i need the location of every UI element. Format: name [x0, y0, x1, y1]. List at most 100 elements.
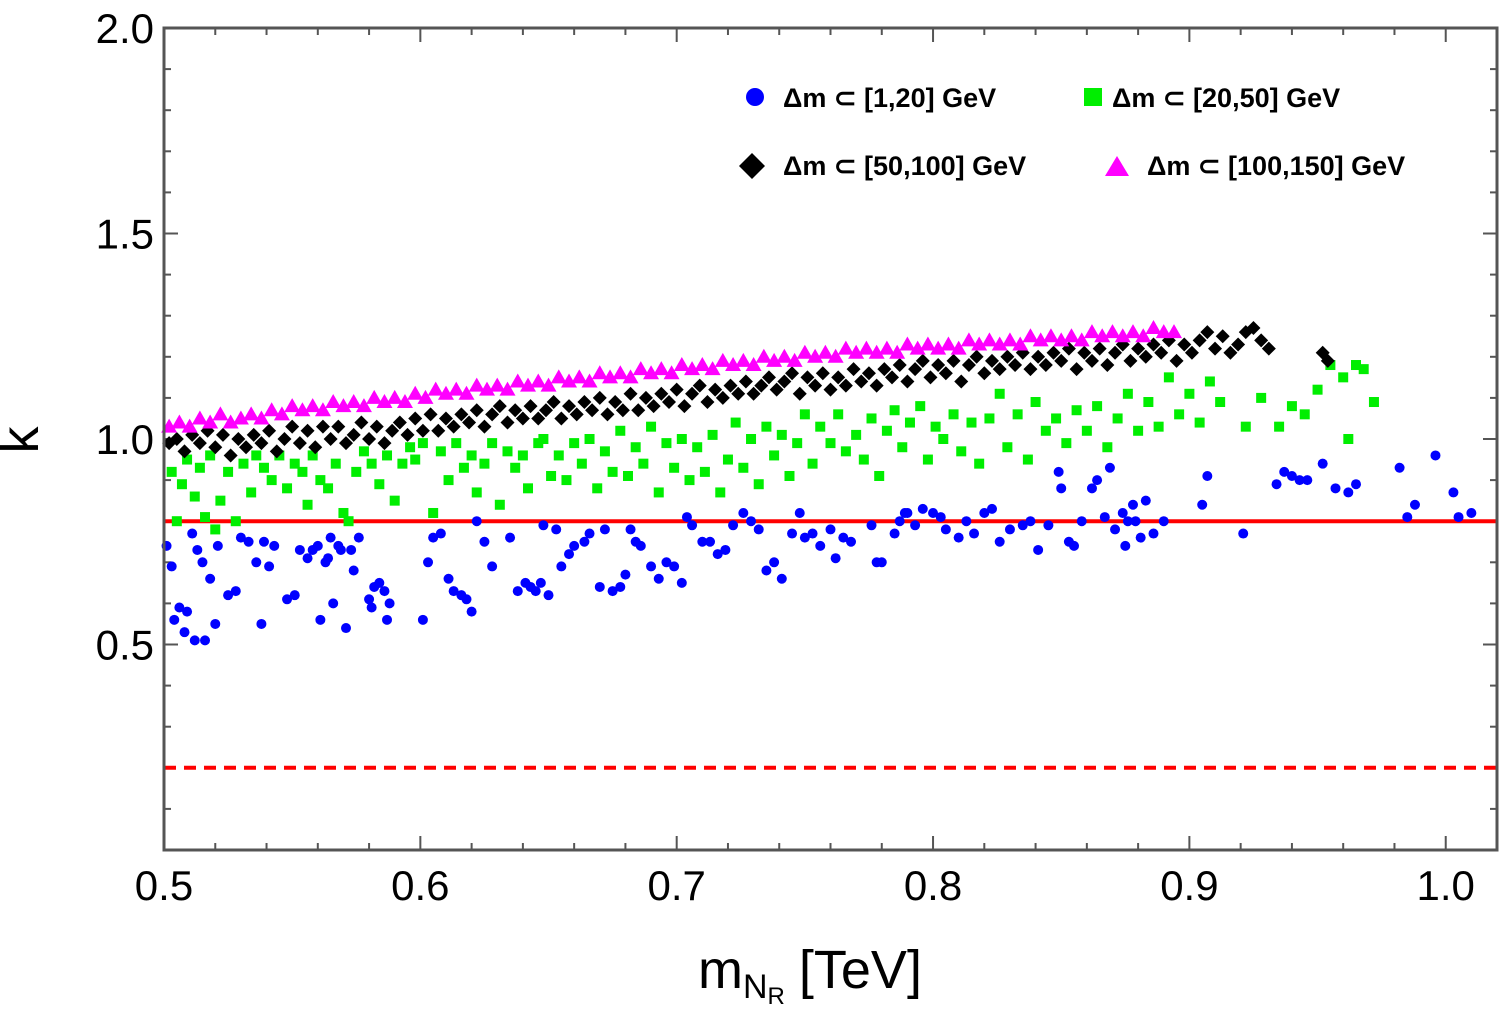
data-point: [400, 427, 415, 442]
data-point: [494, 499, 505, 510]
data-point: [922, 454, 933, 465]
data-point: [192, 436, 207, 451]
data-point: [1122, 516, 1133, 527]
data-point: [974, 458, 985, 469]
data-point: [991, 336, 1008, 351]
data-point: [550, 369, 567, 384]
data-point: [599, 524, 610, 535]
data-point: [530, 373, 547, 388]
data-point: [230, 516, 241, 527]
data-point: [510, 462, 521, 473]
data-point: [1215, 397, 1226, 408]
data-point: [623, 386, 638, 401]
data-point: [984, 413, 995, 424]
data-point: [931, 358, 946, 373]
data-point: [579, 536, 590, 547]
data-point: [428, 532, 439, 543]
data-point: [861, 366, 876, 381]
data-point: [1038, 358, 1053, 373]
data-point: [794, 507, 805, 518]
data-point: [700, 395, 715, 410]
data-point: [858, 454, 869, 465]
data-point: [638, 458, 649, 469]
data-point: [386, 389, 403, 404]
data-point: [466, 450, 477, 461]
data-point: [746, 386, 761, 401]
data-point: [971, 336, 988, 351]
data-point: [977, 366, 992, 381]
data-point: [725, 357, 742, 372]
data-point: [994, 388, 1005, 399]
data-point: [838, 378, 853, 393]
data-point: [607, 466, 618, 477]
data-point: [533, 438, 544, 449]
data-point: [600, 407, 615, 422]
data-point: [1104, 462, 1115, 473]
data-point: [1017, 520, 1028, 531]
data-point: [625, 524, 636, 535]
data-point: [796, 344, 813, 359]
data-point: [410, 454, 421, 465]
data-point: [454, 407, 469, 422]
data-point: [1100, 358, 1115, 373]
data-point: [177, 444, 192, 459]
data-point: [477, 419, 492, 434]
data-point: [594, 581, 605, 592]
data-point: [653, 573, 664, 584]
data-point: [1076, 516, 1087, 527]
x-tick-labels: 0.5 0.6 0.7 0.8 0.9 1.0: [135, 862, 1475, 909]
reference-lines: [164, 519, 1497, 770]
data-point: [466, 606, 477, 617]
data-point: [687, 520, 698, 531]
data-point: [935, 512, 946, 523]
data-point: [776, 429, 787, 440]
data-point: [294, 402, 311, 417]
data-point: [940, 336, 957, 351]
data-point: [684, 361, 701, 376]
data-point: [1138, 349, 1153, 364]
data-point: [1286, 401, 1297, 412]
data-point: [1299, 409, 1310, 420]
data-point: [471, 487, 482, 498]
data-point: [302, 553, 313, 564]
legend-marker-square: [1084, 88, 1102, 106]
data-point: [166, 466, 177, 477]
data-point: [1145, 320, 1162, 335]
data-point: [443, 573, 454, 584]
data-point: [1402, 512, 1413, 523]
data-point: [569, 438, 580, 449]
data-point: [1023, 362, 1038, 377]
data-point: [800, 370, 815, 385]
data-point: [258, 536, 269, 547]
data-point: [174, 602, 185, 613]
data-point: [239, 440, 254, 455]
data-point: [1163, 372, 1174, 383]
data-point: [584, 528, 595, 539]
data-point: [269, 540, 280, 551]
data-point: [787, 528, 798, 539]
data-point: [712, 549, 723, 560]
data-point: [984, 353, 999, 368]
x-tick-label: 0.8: [904, 862, 962, 909]
data-point: [720, 544, 731, 555]
data-point: [1120, 540, 1131, 551]
data-point: [543, 590, 554, 601]
data-point: [969, 528, 980, 539]
data-point: [489, 377, 506, 392]
data-point: [1030, 397, 1041, 408]
data-point: [1114, 328, 1131, 343]
data-point: [707, 429, 718, 440]
data-point: [930, 421, 941, 432]
data-point: [728, 520, 739, 531]
data-point: [622, 470, 633, 481]
data-point: [956, 446, 967, 457]
data-point: [1177, 337, 1192, 352]
data-point: [631, 403, 646, 418]
x-axis-title-subsub: R: [768, 983, 785, 1010]
data-point: [1246, 321, 1261, 336]
data-point: [892, 358, 907, 373]
data-point: [602, 369, 619, 384]
data-point: [200, 512, 211, 523]
data-point: [904, 417, 915, 428]
data-point: [415, 423, 430, 438]
